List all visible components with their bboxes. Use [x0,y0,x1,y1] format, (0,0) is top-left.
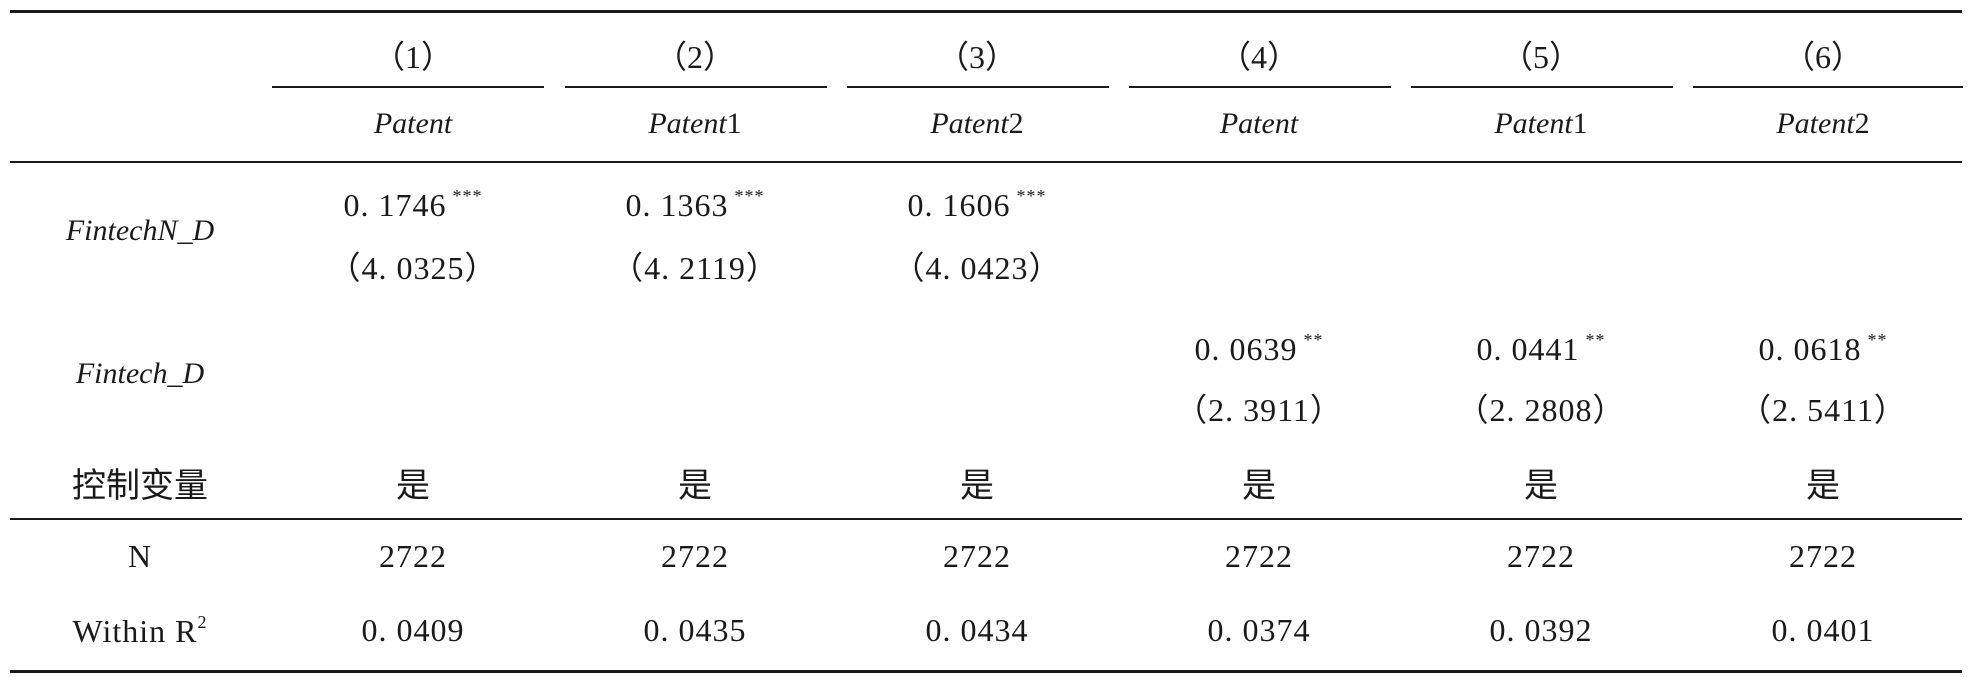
dependent-variable: Patent1 [648,107,742,140]
dependent-variable: Patent1 [1494,107,1588,140]
body-rule [10,518,1962,520]
column-rule [272,86,544,88]
tstat-cell: （4. 2119） [611,250,779,286]
column-number: （3） [936,39,1018,75]
coef-cell: 0. 0639 ** [1194,330,1324,367]
dependent-variable: Patent2 [1776,107,1870,140]
dependent-variable: Patent [373,107,453,140]
tstat-cell: （2. 5411） [1739,392,1907,428]
controls-cell: 是 [1806,466,1840,506]
dependent-variable: Patent2 [930,107,1024,140]
column-number: （4） [1218,39,1300,75]
coef-cell: 0. 1363 *** [625,186,765,223]
r2-cell: 0. 0409 [361,612,465,648]
r2-cell: 0. 0401 [1771,612,1875,648]
tstat-cell: （4. 0325） [328,250,498,286]
coef-cell: 0. 1606 *** [907,186,1047,223]
r2-cell: 0. 0434 [925,612,1029,648]
r2-cell: 0. 0435 [643,612,747,648]
n-cell: 2722 [943,538,1011,574]
column-rule [847,86,1109,88]
row-label-controls: 控制变量 [72,466,208,506]
row-label-n: N [127,538,153,574]
controls-cell: 是 [396,466,430,506]
column-number: （6） [1782,39,1864,75]
n-cell: 2722 [379,538,447,574]
column-rule [1129,86,1391,88]
coef-cell: 0. 1746 *** [343,186,483,223]
coef-cell: 0. 0618 ** [1758,330,1888,367]
coef-cell: 0. 0441 ** [1476,330,1606,367]
tstat-cell: （4. 0423） [892,250,1062,286]
n-cell: 2722 [661,538,729,574]
row-label-fintechn-d: FintechN_D [65,214,215,247]
dependent-variable: Patent [1219,107,1299,140]
column-number: （1） [372,39,454,75]
r2-cell: 0. 0374 [1207,612,1311,648]
column-rule [1693,86,1963,88]
n-cell: 2722 [1789,538,1857,574]
n-cell: 2722 [1507,538,1575,574]
controls-cell: 是 [1524,466,1558,506]
header-rule [10,161,1962,163]
bottom-rule [10,670,1962,673]
controls-cell: 是 [1242,466,1276,506]
column-number: （5） [1500,39,1582,75]
tstat-cell: （2. 2808） [1456,392,1626,428]
controls-cell: 是 [678,466,712,506]
column-rule [565,86,827,88]
n-cell: 2722 [1225,538,1293,574]
tstat-cell: （2. 3911） [1175,392,1343,428]
column-number: （2） [654,39,736,75]
r2-cell: 0. 0392 [1489,612,1593,648]
top-rule [10,10,1962,13]
column-rule [1411,86,1673,88]
row-label-within-r2: Within R2 [72,612,208,649]
controls-cell: 是 [960,466,994,506]
row-label-fintech-d: Fintech_D [75,357,205,390]
